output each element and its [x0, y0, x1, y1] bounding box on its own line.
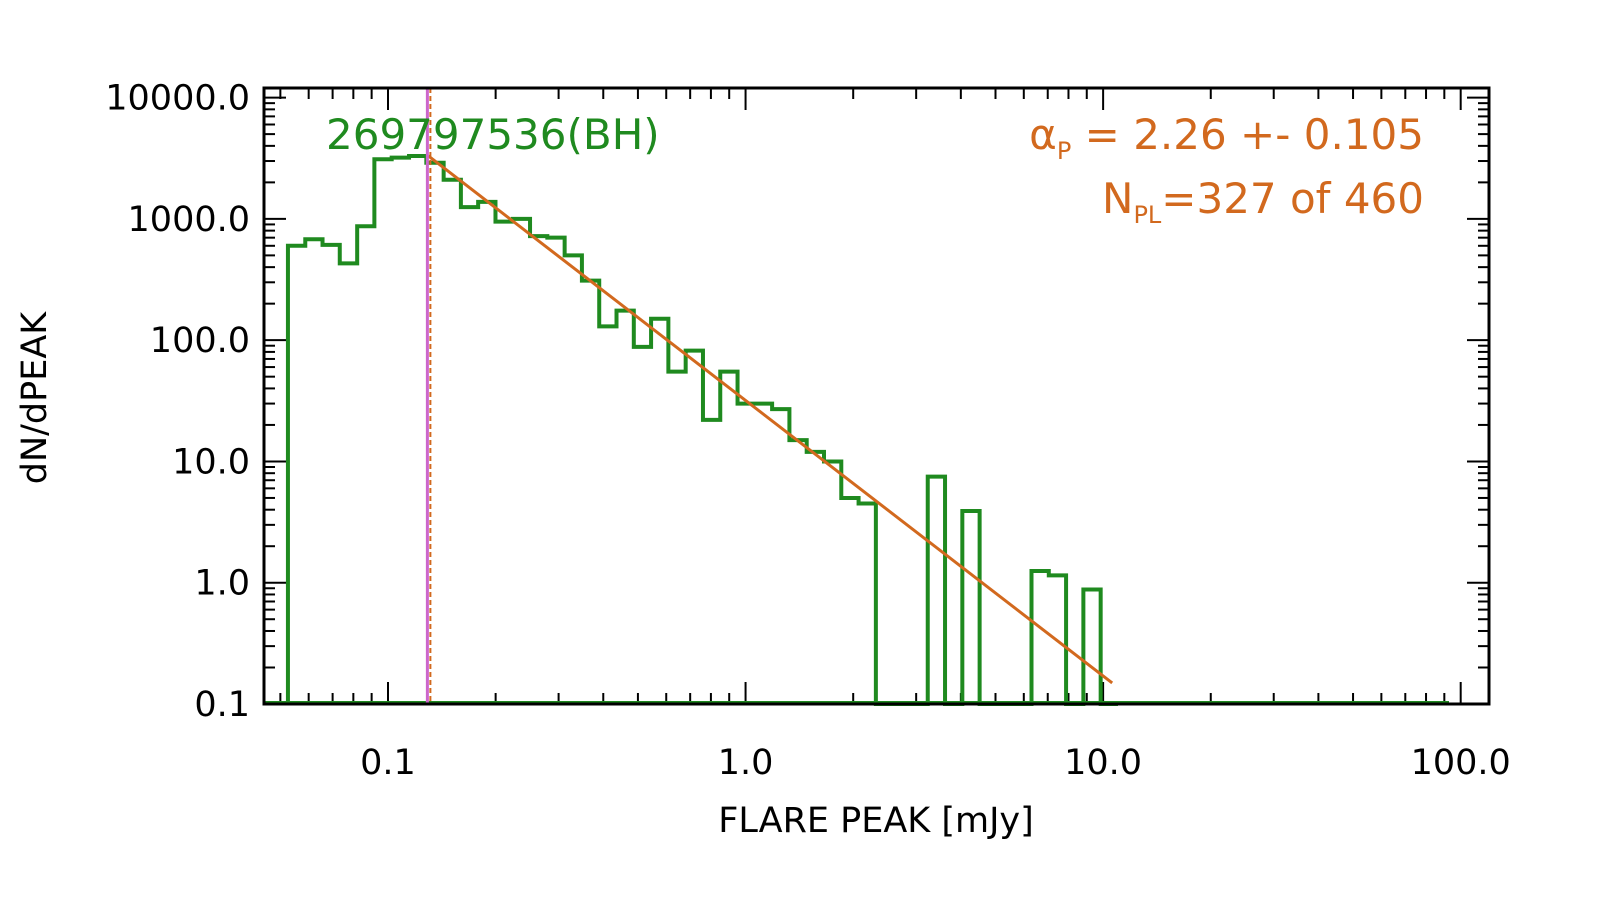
power-law-fit-series	[427, 154, 1114, 685]
x-tick-label: 1.0	[718, 743, 774, 783]
x-tick-label: 10.0	[1064, 743, 1142, 783]
axis-ticks	[264, 88, 1489, 705]
y-tick-label: 10.0	[172, 442, 250, 482]
alpha-value: = 2.26 +- 0.105	[1071, 110, 1424, 159]
histogram-step	[285, 153, 1118, 706]
y-tick-label: 10000.0	[105, 79, 250, 119]
threshold-lines	[425, 88, 432, 704]
npl-value: =327 of 460	[1161, 174, 1424, 223]
alpha-subscript: P	[1057, 137, 1071, 165]
plot-frame	[262, 86, 1491, 706]
tick-labels: 0.1 1.0 10.0 100.0 0.1 1.0 10.0 100.0 1000.0 1000…	[105, 79, 1511, 783]
alpha-symbol: α	[1029, 110, 1057, 159]
star-id-label: 269797536(BH)	[326, 110, 660, 159]
x-tick-label: 100.0	[1411, 743, 1511, 783]
y-tick-label: 100.0	[150, 321, 250, 361]
fit-line	[427, 154, 1114, 685]
npl-symbol: N	[1102, 174, 1133, 223]
histogram-series	[264, 153, 1449, 706]
x-axis-title: FLARE PEAK [mJy]	[718, 801, 1034, 841]
y-tick-label: 1000.0	[128, 200, 250, 240]
y-axis-title: dN/dPEAK	[15, 311, 55, 485]
npl-fit-text: NPL=327 of 460	[1102, 174, 1424, 229]
npl-subscript: PL	[1133, 201, 1161, 229]
y-tick-label: 1.0	[194, 564, 250, 604]
x-tick-label: 0.1	[360, 743, 416, 783]
alpha-fit-text: αP = 2.26 +- 0.105	[1029, 110, 1424, 165]
y-tick-label: 0.1	[194, 685, 250, 725]
